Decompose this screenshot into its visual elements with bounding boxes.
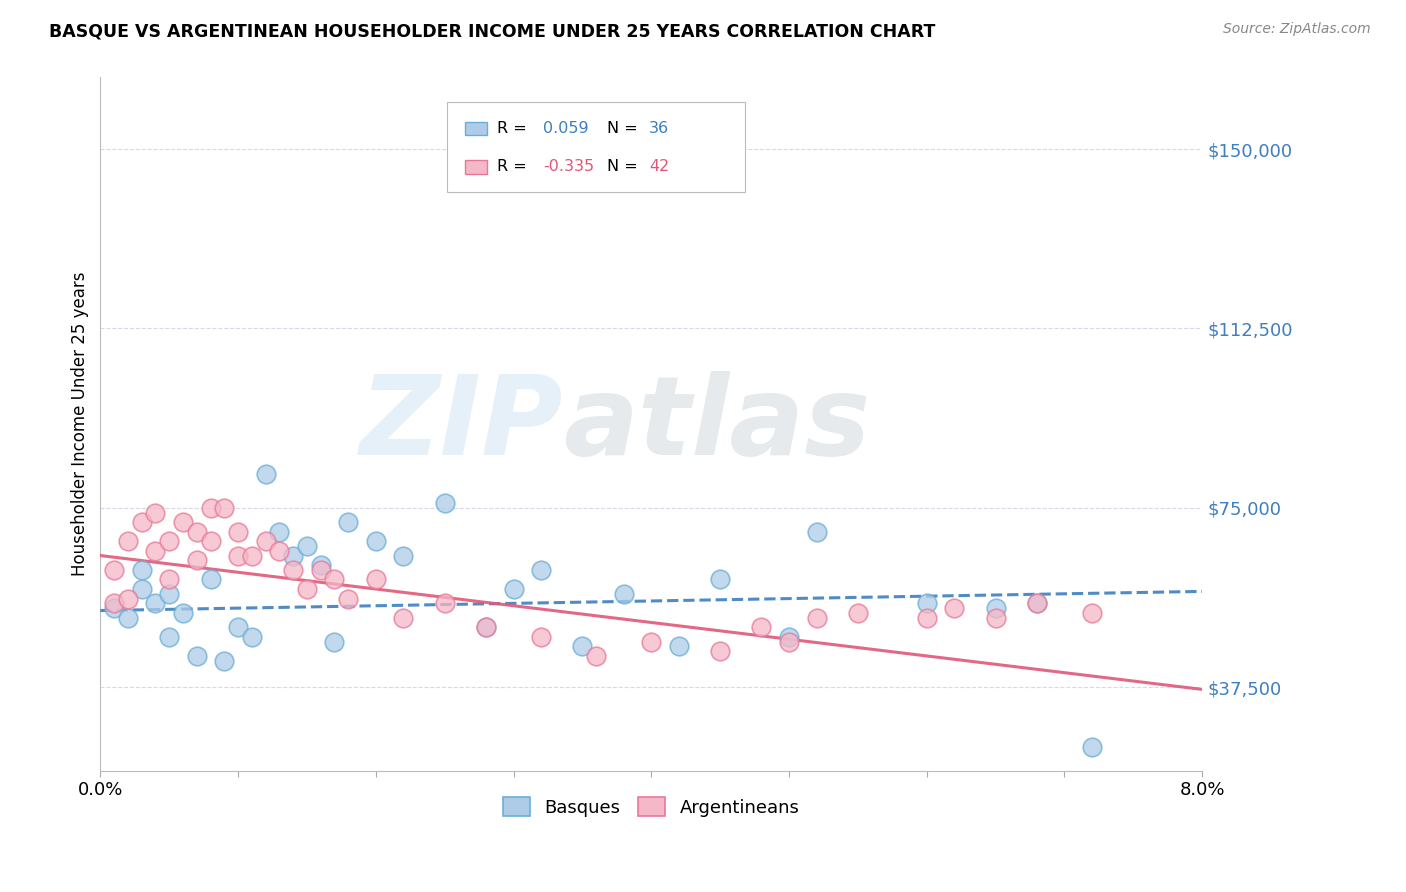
Point — [392, 549, 415, 563]
Point — [117, 534, 139, 549]
Text: -0.335: -0.335 — [543, 160, 595, 174]
Point — [571, 640, 593, 654]
Text: 36: 36 — [650, 121, 669, 136]
Point — [475, 620, 498, 634]
Point — [186, 524, 208, 539]
Point — [613, 587, 636, 601]
Point — [668, 640, 690, 654]
Point — [392, 610, 415, 624]
Legend: Basques, Argentineans: Basques, Argentineans — [495, 790, 807, 824]
Point — [200, 573, 222, 587]
Point — [103, 596, 125, 610]
Point — [475, 620, 498, 634]
Text: Source: ZipAtlas.com: Source: ZipAtlas.com — [1223, 22, 1371, 37]
Point — [915, 610, 938, 624]
Point — [1081, 606, 1104, 620]
Point — [226, 549, 249, 563]
Point — [131, 515, 153, 529]
Point — [172, 515, 194, 529]
Point — [157, 573, 180, 587]
Point — [103, 563, 125, 577]
Text: 42: 42 — [650, 160, 669, 174]
Point — [131, 563, 153, 577]
Point — [530, 563, 553, 577]
Point — [943, 601, 966, 615]
Point — [157, 534, 180, 549]
Point — [778, 630, 800, 644]
Point — [751, 620, 773, 634]
Point — [200, 500, 222, 515]
Point — [1026, 596, 1049, 610]
Point — [709, 573, 731, 587]
Point — [214, 654, 236, 668]
Point — [640, 634, 662, 648]
Point — [157, 587, 180, 601]
Text: R =: R = — [498, 160, 531, 174]
Point — [240, 549, 263, 563]
Point — [226, 620, 249, 634]
Point — [157, 630, 180, 644]
Point — [283, 549, 305, 563]
Point — [337, 591, 360, 606]
Point — [984, 601, 1007, 615]
Point — [269, 543, 291, 558]
Point — [254, 534, 277, 549]
Point — [103, 601, 125, 615]
Point — [846, 606, 869, 620]
Point — [214, 500, 236, 515]
Point — [117, 591, 139, 606]
Point — [433, 496, 456, 510]
Point — [309, 558, 332, 573]
Point — [186, 553, 208, 567]
Text: N =: N = — [607, 121, 643, 136]
Point — [283, 563, 305, 577]
Point — [984, 610, 1007, 624]
Point — [145, 506, 167, 520]
Y-axis label: Householder Income Under 25 years: Householder Income Under 25 years — [72, 272, 89, 576]
Point — [433, 596, 456, 610]
Text: ZIP: ZIP — [360, 370, 564, 477]
Point — [364, 534, 387, 549]
Point — [145, 543, 167, 558]
Point — [295, 539, 318, 553]
Point — [309, 563, 332, 577]
Point — [337, 515, 360, 529]
Point — [295, 582, 318, 596]
Point — [364, 573, 387, 587]
Text: N =: N = — [607, 160, 643, 174]
Point — [1026, 596, 1049, 610]
Text: R =: R = — [498, 121, 531, 136]
Point — [117, 610, 139, 624]
Point — [915, 596, 938, 610]
Text: 0.059: 0.059 — [543, 121, 589, 136]
Point — [806, 610, 828, 624]
Point — [323, 634, 346, 648]
Point — [806, 524, 828, 539]
Point — [269, 524, 291, 539]
Point — [502, 582, 524, 596]
FancyBboxPatch shape — [447, 102, 745, 192]
Text: BASQUE VS ARGENTINEAN HOUSEHOLDER INCOME UNDER 25 YEARS CORRELATION CHART: BASQUE VS ARGENTINEAN HOUSEHOLDER INCOME… — [49, 22, 935, 40]
Point — [131, 582, 153, 596]
Point — [200, 534, 222, 549]
Text: atlas: atlas — [564, 370, 870, 477]
Point — [240, 630, 263, 644]
Point — [172, 606, 194, 620]
Point — [323, 573, 346, 587]
Point — [186, 648, 208, 663]
FancyBboxPatch shape — [465, 160, 486, 174]
Point — [226, 524, 249, 539]
Point — [778, 634, 800, 648]
Point — [1081, 739, 1104, 754]
Point — [585, 648, 607, 663]
Point — [709, 644, 731, 658]
FancyBboxPatch shape — [465, 121, 486, 136]
Point — [145, 596, 167, 610]
Point — [254, 467, 277, 482]
Point — [530, 630, 553, 644]
